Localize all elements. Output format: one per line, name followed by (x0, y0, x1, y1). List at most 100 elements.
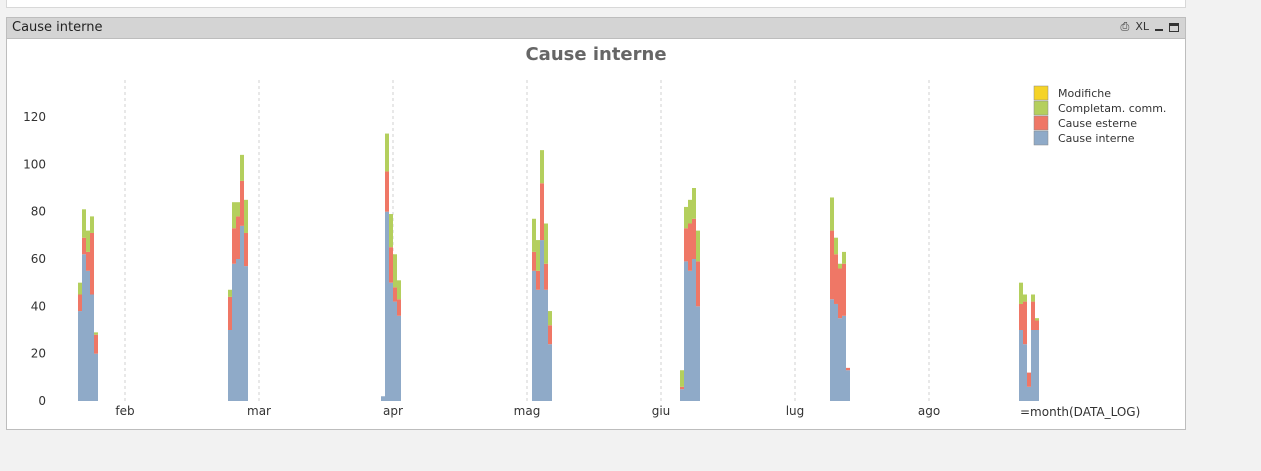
legend-label: Cause esterne (1058, 117, 1137, 130)
bar-segment (1035, 330, 1039, 401)
bar-segment (1027, 372, 1031, 387)
bar-segment (78, 311, 82, 401)
y-tick-label: 120 (23, 110, 46, 124)
bar-segment (1023, 294, 1027, 302)
bar-segment (834, 303, 838, 401)
legend-swatch (1033, 115, 1049, 131)
bar-segment (236, 202, 240, 217)
bar-segment (244, 199, 248, 233)
bar-segment (90, 216, 94, 233)
bar-segment (1019, 303, 1023, 330)
bar-segment (94, 334, 98, 354)
bar-segment (240, 225, 244, 401)
bar-segment (86, 270, 90, 401)
bar-segment (532, 270, 536, 401)
bar-segment (696, 306, 700, 401)
bar-segment (1035, 320, 1039, 330)
bar-segment (228, 296, 232, 330)
bar-segment (540, 183, 544, 241)
bar-segment (536, 240, 540, 271)
y-tick-label: 0 (38, 394, 46, 408)
bar-segment (381, 396, 385, 401)
y-tick-label: 40 (31, 299, 46, 313)
bar-segment (1019, 282, 1023, 304)
y-tick-label: 60 (31, 252, 46, 266)
bar-segment (244, 266, 248, 401)
bar-segment (696, 261, 700, 307)
bar-segment (385, 211, 389, 401)
bar-segment (397, 299, 401, 316)
bar-segment (1031, 301, 1035, 330)
y-tick-label: 80 (31, 205, 46, 219)
object-caption[interactable]: Cause interne ⎙ XL (7, 18, 1185, 39)
bar-segment (544, 263, 548, 290)
bar-segment (838, 318, 842, 401)
x-tick-label: ago (918, 404, 940, 418)
chart-title: Cause interne (525, 44, 667, 65)
top-list-strip (6, 0, 1186, 8)
bar-segment (90, 232, 94, 295)
bar-segment (548, 311, 552, 326)
minimize-icon[interactable] (1155, 29, 1163, 31)
xl-icon[interactable]: XL (1135, 20, 1149, 33)
bar-segment (1035, 318, 1039, 321)
bar-segment (680, 370, 684, 387)
x-tick-label: apr (383, 404, 403, 418)
legend-label: Modifiche (1058, 87, 1111, 100)
bar-segment (544, 223, 548, 264)
bar-segment (688, 270, 692, 401)
bar-segment (842, 263, 846, 316)
bar-segment (82, 237, 86, 255)
bar-segment (82, 209, 86, 238)
bar-segment (232, 263, 236, 401)
x-tick-label: giu (652, 404, 671, 418)
caption-title: Cause interne (12, 20, 103, 35)
bar-segment (532, 218, 536, 252)
bar-segment (389, 247, 393, 283)
bar-segment (244, 232, 248, 267)
legend-label: Cause interne (1058, 132, 1135, 145)
bar-segment (90, 294, 94, 401)
bar-segment (240, 154, 244, 181)
bar-segment (232, 202, 236, 229)
legend-swatch (1033, 130, 1049, 146)
bar-segment (688, 199, 692, 224)
bar-segment (532, 251, 536, 271)
bar-segment (1019, 330, 1023, 401)
bar-segment (1023, 344, 1027, 401)
bar-segment (842, 251, 846, 264)
bar-segment (536, 289, 540, 401)
bar-segment (232, 228, 236, 264)
legend-swatch (1033, 100, 1049, 116)
maximize-icon[interactable] (1169, 22, 1179, 32)
bar-segment (236, 259, 240, 401)
bar-segment (397, 315, 401, 401)
bar-segment (1027, 386, 1031, 401)
bar-segment (838, 263, 842, 269)
y-tick-label: 20 (31, 347, 46, 361)
bar-segment (86, 230, 90, 252)
bar-segment (397, 280, 401, 300)
bar-segment (228, 330, 232, 401)
bar-segment (684, 228, 688, 262)
bar-segment (830, 197, 834, 231)
bar-segment (228, 289, 232, 297)
bar-segment (548, 325, 552, 345)
bar-segment (692, 188, 696, 219)
bar-segment (540, 240, 544, 401)
bar-segment (1031, 294, 1035, 302)
bar-segment (680, 386, 684, 390)
bar-segment (846, 367, 850, 371)
bar-segment (688, 223, 692, 271)
legend-swatch (1033, 85, 1049, 101)
bar-segment (544, 289, 548, 401)
x-tick-label: mag (514, 404, 541, 418)
bar-segment (692, 218, 696, 259)
bar-segment (838, 268, 842, 319)
bar-segment (385, 171, 389, 212)
bar-segment (536, 270, 540, 290)
bar-segment (830, 230, 834, 300)
print-icon[interactable]: ⎙ (1120, 20, 1130, 33)
chart-object: Cause interne ⎙ XL Cause interne (6, 17, 1186, 430)
